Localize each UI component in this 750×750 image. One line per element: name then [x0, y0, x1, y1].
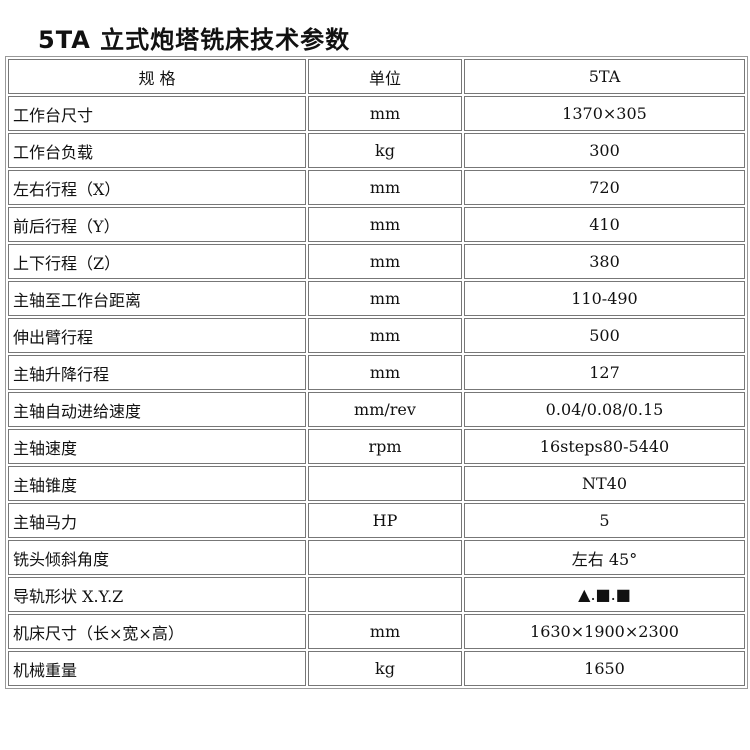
row: 主轴升降行程 mm 127 — [8, 355, 745, 390]
title: 5TA 立式炮塔铣床技术参数 — [38, 26, 351, 54]
cell: 1370×305 — [464, 96, 745, 131]
cell: 左右 45° — [464, 540, 745, 575]
cell: 主轴升降行程 — [8, 355, 306, 390]
cell: mm — [308, 318, 462, 353]
row: 工作台尺寸 mm 1370×305 — [8, 96, 745, 131]
row: 机械重量 kg 1650 — [8, 651, 745, 686]
cell: 主轴自动进给速度 — [8, 392, 306, 427]
cell: 导轨形状 X.Y.Z — [8, 577, 306, 612]
cell: 300 — [464, 133, 745, 168]
cell: mm — [308, 614, 462, 649]
row: 主轴马力 HP 5 — [8, 503, 745, 538]
cell: 工作台尺寸 — [8, 96, 306, 131]
spec-table: 规 格单位 5TA 工作台尺寸 mm 1370×305 工作台负载 kg 300 左右行程（X）… — [5, 56, 748, 689]
cell — [308, 577, 462, 612]
cell: 机床尺寸（长×宽×高） — [8, 614, 306, 649]
cell: mm/rev — [308, 392, 462, 427]
cell: 380 — [464, 244, 745, 279]
cell: ▲.■.■ — [464, 577, 745, 612]
cell: HP — [308, 503, 462, 538]
cell: 单位 — [308, 59, 462, 94]
cell: 上下行程（Z） — [8, 244, 306, 279]
row: 铣头倾斜角度 左右 45° — [8, 540, 745, 575]
cell: 5 — [464, 503, 745, 538]
cell: 规 格 — [8, 59, 306, 94]
cell — [308, 466, 462, 501]
cell: 0.04/0.08/0.15 — [464, 392, 745, 427]
cell: 主轴至工作台距离 — [8, 281, 306, 316]
cell: kg — [308, 651, 462, 686]
cell: mm — [308, 207, 462, 242]
cell: mm — [308, 96, 462, 131]
cell: 500 — [464, 318, 745, 353]
header-row: 规 格单位 5TA — [8, 59, 745, 94]
cell: 主轴锥度 — [8, 466, 306, 501]
row: 前后行程（Y） mm 410 — [8, 207, 745, 242]
cell: 1650 — [464, 651, 745, 686]
cell: mm — [308, 170, 462, 205]
cell: 1630×1900×2300 — [464, 614, 745, 649]
cell — [308, 540, 462, 575]
row: 主轴锥度 NT40 — [8, 466, 745, 501]
cell: 工作台负载 — [8, 133, 306, 168]
cell: 铣头倾斜角度 — [8, 540, 306, 575]
cell: 127 — [464, 355, 745, 390]
cell: 伸出臂行程 — [8, 318, 306, 353]
cell: mm — [308, 281, 462, 316]
cell: 左右行程（X） — [8, 170, 306, 205]
cell: 机械重量 — [8, 651, 306, 686]
row: 机床尺寸（长×宽×高） mm 1630×1900×2300 — [8, 614, 745, 649]
row: 导轨形状 X.Y.Z ▲.■.■ — [8, 577, 745, 612]
row: 工作台负载 kg 300 — [8, 133, 745, 168]
cell: 主轴马力 — [8, 503, 306, 538]
row: 伸出臂行程 mm 500 — [8, 318, 745, 353]
row: 主轴至工作台距离 mm 110-490 — [8, 281, 745, 316]
cell: rpm — [308, 429, 462, 464]
cell: 410 — [464, 207, 745, 242]
cell: 主轴速度 — [8, 429, 306, 464]
cell: 前后行程（Y） — [8, 207, 306, 242]
row: 主轴自动进给速度 mm/rev 0.04/0.08/0.15 — [8, 392, 745, 427]
row: 主轴速度 rpm 16steps80-5440 — [8, 429, 745, 464]
row: 上下行程（Z） mm 380 — [8, 244, 745, 279]
cell: mm — [308, 355, 462, 390]
cell: 720 — [464, 170, 745, 205]
cell: 5TA — [464, 59, 745, 94]
cell: NT40 — [464, 466, 745, 501]
cell: kg — [308, 133, 462, 168]
cell: 16steps80-5440 — [464, 429, 745, 464]
cell: mm — [308, 244, 462, 279]
cell: 110-490 — [464, 281, 745, 316]
row: 左右行程（X） mm 720 — [8, 170, 745, 205]
